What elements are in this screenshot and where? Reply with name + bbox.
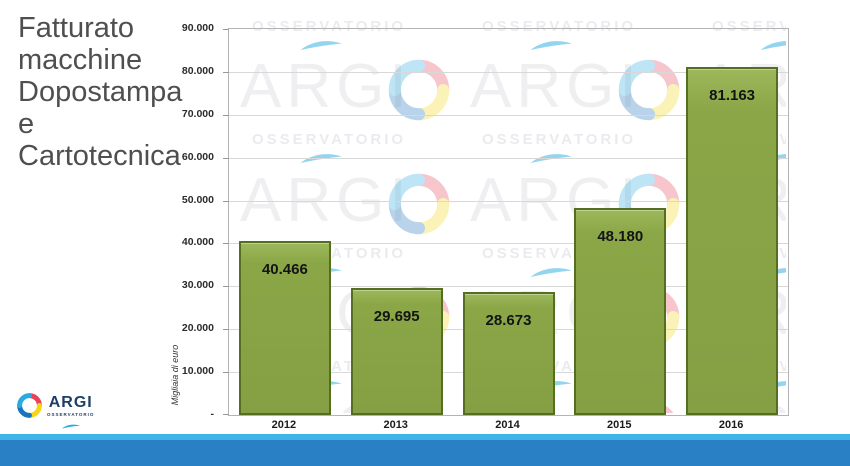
y-axis-tick <box>223 157 229 159</box>
y-axis-tick <box>223 114 229 116</box>
gridline <box>229 114 788 116</box>
y-axis-label: 70.000 <box>181 107 214 120</box>
y-axis-tick <box>223 286 229 288</box>
page-title-line: Cartotecnica <box>18 140 181 172</box>
gridline <box>229 286 788 288</box>
bar-value-label: 40.466 <box>261 261 308 279</box>
y-axis-label: 50.000 <box>181 193 214 206</box>
bar-value-label: 81.163 <box>709 86 756 104</box>
y-axis-tick <box>223 243 229 245</box>
logo-brand-text: ARGI <box>48 394 93 411</box>
page-title-line: macchine <box>18 44 143 76</box>
y-axis-tick <box>223 414 229 415</box>
argi-logo: ARGI OSSERVATORIO <box>16 392 94 435</box>
y-axis-label: 20.000 <box>181 322 214 335</box>
swoosh-icon <box>61 417 81 435</box>
y-axis-tick <box>223 329 229 331</box>
page-title: Fatturato macchine Dopostampa e Cartotecnica <box>18 12 198 172</box>
bar-value-label: 29.695 <box>373 307 420 325</box>
page-title-line: Dopostampa <box>18 76 183 108</box>
y-axis-label: - <box>210 408 215 420</box>
argi-ring-icon <box>16 392 43 424</box>
bar-value-label: 28.673 <box>485 312 532 329</box>
x-axis-label: 2013 <box>383 419 408 431</box>
x-axis-label: 2012 <box>271 419 297 431</box>
chart-bar-2012: 40.466 <box>238 241 331 415</box>
y-axis-tick <box>223 71 229 73</box>
chart-bar-2014: 28.673 <box>462 292 555 415</box>
chart-plot-area: 40.466 29.695 28.673 48.180 81.163 <box>223 28 789 416</box>
y-axis-label: 80.000 <box>181 64 214 77</box>
gridline <box>229 200 788 202</box>
chart-bar-2015: 48.180 <box>574 208 667 415</box>
page-title-line: e <box>18 108 35 140</box>
y-axis-label: 60.000 <box>181 150 214 163</box>
y-axis-label: 90.000 <box>181 22 214 34</box>
y-axis-tick <box>223 372 229 374</box>
gridline <box>229 243 788 245</box>
chart-bar-2013: 29.695 <box>350 287 443 415</box>
x-axis-label: 2016 <box>718 419 744 431</box>
y-axis-label: 10.000 <box>181 365 214 378</box>
chart-bar-2016: 81.163 <box>686 66 779 415</box>
y-axis-label: 40.000 <box>181 236 214 249</box>
gridline <box>229 157 788 159</box>
page-title-line: Fatturato <box>18 12 135 44</box>
gridline <box>229 71 788 73</box>
x-axis-label: 2014 <box>495 419 520 431</box>
footer-accent-band <box>0 434 850 440</box>
bar-value-label: 48.180 <box>597 228 644 246</box>
y-axis-label: 30.000 <box>181 279 214 292</box>
footer-band <box>0 440 850 466</box>
y-axis-title: Migliaia di euro <box>170 344 180 406</box>
logo-sub-text: OSSERVATORIO <box>47 412 95 417</box>
y-axis-tick <box>223 200 229 202</box>
y-axis-tick <box>223 29 229 30</box>
x-axis-label: 2015 <box>607 419 632 431</box>
